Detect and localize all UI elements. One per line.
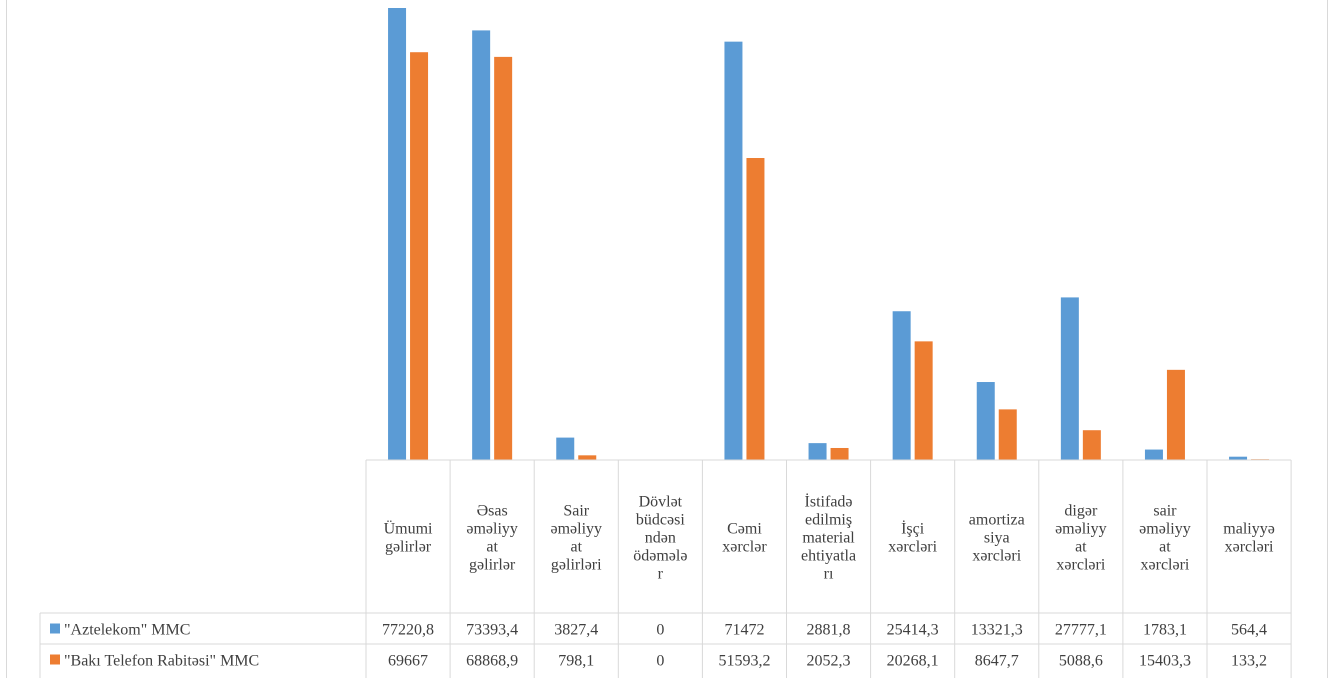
data-label-aztelekom-2: 3827,4 <box>554 622 598 639</box>
category-label-line: xərcləri <box>1056 557 1105 574</box>
bar-aztelekom-1 <box>472 30 491 460</box>
category-label-line: rı <box>824 566 834 583</box>
category-label-line: gəlirləri <box>551 557 602 574</box>
bar-aztelekom-9 <box>1144 449 1163 460</box>
category-label-line: Cəmi <box>727 521 762 538</box>
category-label-line: sair <box>1153 503 1177 520</box>
legend-key-aztelekom <box>50 623 60 634</box>
bar-aztelekom-8 <box>1060 297 1079 460</box>
category-label-6: İşçi xərcləri <box>888 520 937 556</box>
category-label-line: Sair <box>563 503 589 520</box>
category-label-line: büdcəsi <box>636 512 685 529</box>
category-label-line: əməliyy <box>466 521 518 538</box>
data-label-baki-telefon-1: 68868,9 <box>466 653 518 670</box>
category-label-line: ehtiyatla <box>801 548 856 565</box>
category-label-line: Əsas <box>477 503 508 520</box>
bar-aztelekom-6 <box>892 311 911 460</box>
category-label-line: at <box>1075 539 1087 556</box>
data-label-aztelekom-4: 71472 <box>724 622 764 639</box>
bar-baki-telefon-4 <box>746 158 765 460</box>
category-label-5: İstifadə edilmiş material ehtiyatla rı <box>801 493 856 583</box>
category-label-line: İstifadə <box>805 493 853 511</box>
category-label-line: əməliyy <box>1139 521 1191 538</box>
category-label-line: digər <box>1064 503 1098 520</box>
category-label-line: gəlirlər <box>469 557 516 574</box>
category-label-10: maliyyə xərcləri <box>1223 521 1275 556</box>
category-label-line: xərcləri <box>972 548 1021 565</box>
category-label-line: xərclər <box>722 539 767 556</box>
data-label-baki-telefon-10: 133,2 <box>1231 653 1267 670</box>
data-label-aztelekom-8: 27777,1 <box>1055 622 1107 639</box>
data-label-aztelekom-9: 1783,1 <box>1143 622 1187 639</box>
category-label-line: Dövlət <box>639 494 683 511</box>
data-label-baki-telefon-5: 2052,3 <box>807 653 851 670</box>
data-label-aztelekom-10: 564,4 <box>1231 622 1267 639</box>
bar-baki-telefon-9 <box>1166 369 1185 460</box>
bar-aztelekom-10 <box>1229 456 1248 460</box>
category-label-line: İşçi <box>901 520 925 538</box>
category-label-9: sair əməliyy at xərcləri <box>1139 503 1191 574</box>
data-label-baki-telefon-3: 0 <box>656 653 664 670</box>
bar-baki-telefon-1 <box>494 56 513 460</box>
bar-baki-telefon-7 <box>998 409 1017 460</box>
bar-baki-telefon-6 <box>914 341 933 460</box>
data-label-aztelekom-5: 2881,8 <box>807 622 851 639</box>
category-label-line: edilmiş <box>805 512 852 529</box>
bar-aztelekom-7 <box>976 382 995 460</box>
category-label-line: siya <box>984 530 1010 547</box>
data-label-baki-telefon-0: 69667 <box>388 653 428 670</box>
data-label-aztelekom-3: 0 <box>656 622 664 639</box>
data-label-baki-telefon-2: 798,1 <box>558 653 594 670</box>
category-label-4: Cəmi xərclər <box>722 521 767 556</box>
category-label-line: xərcləri <box>1225 539 1274 556</box>
chart-frame <box>6 0 1328 678</box>
bar-aztelekom-5 <box>808 443 827 460</box>
bar-baki-telefon-8 <box>1082 430 1101 460</box>
category-label-line: at <box>1159 539 1171 556</box>
category-label-3: Dövlət büdcəsi ndən ödəmələ r <box>633 494 687 583</box>
data-label-aztelekom-0: 77220,8 <box>382 622 434 639</box>
category-label-line: Ümumi <box>384 520 433 538</box>
bar-aztelekom-4 <box>724 41 743 460</box>
bar-baki-telefon-2 <box>578 455 597 460</box>
category-label-line: əməliyy <box>1055 521 1107 538</box>
category-label-line: at <box>486 539 498 556</box>
category-label-line: material <box>802 530 855 547</box>
data-label-baki-telefon-7: 8647,7 <box>975 653 1019 670</box>
legend-label-baki-telefon: "Bakı Telefon Rabitəsi" MMC <box>64 653 259 670</box>
bar-baki-telefon-5 <box>830 447 849 460</box>
bar-baki-telefon-0 <box>410 52 429 461</box>
category-label-1: Əsas əməliyy at gəlirlər <box>466 503 518 574</box>
category-label-line: ödəmələ <box>633 548 687 565</box>
category-label-line: r <box>658 566 664 583</box>
category-label-0: Ümumi gəlirlər <box>384 520 433 556</box>
bar-aztelekom-2 <box>556 437 575 460</box>
category-label-7: amortiza siya xərcləri <box>969 512 1025 565</box>
category-label-line: at <box>570 539 582 556</box>
data-label-aztelekom-6: 25414,3 <box>887 622 939 639</box>
category-label-line: xərcləri <box>888 539 937 556</box>
category-label-line: maliyyə <box>1223 521 1275 538</box>
category-label-line: əməliyy <box>550 521 602 538</box>
category-label-8: digər əməliyy at xərcləri <box>1055 503 1107 574</box>
data-label-baki-telefon-8: 5088,6 <box>1059 653 1103 670</box>
category-label-line: ndən <box>645 530 676 547</box>
data-label-baki-telefon-4: 51593,2 <box>718 653 770 670</box>
legend-label-aztelekom: "Aztelekom" MMC <box>64 622 190 639</box>
bar-aztelekom-0 <box>388 8 407 460</box>
data-label-aztelekom-7: 13321,3 <box>971 622 1023 639</box>
category-label-line: xərcləri <box>1141 557 1190 574</box>
legend-key-baki-telefon <box>50 654 60 665</box>
category-label-line: gəlirlər <box>385 539 432 556</box>
data-label-baki-telefon-9: 15403,3 <box>1139 653 1191 670</box>
category-label-line: amortiza <box>969 512 1025 529</box>
data-label-baki-telefon-6: 20268,1 <box>887 653 939 670</box>
data-label-aztelekom-1: 73393,4 <box>466 622 518 639</box>
category-label-2: Sair əməliyy at gəlirləri <box>550 503 602 574</box>
